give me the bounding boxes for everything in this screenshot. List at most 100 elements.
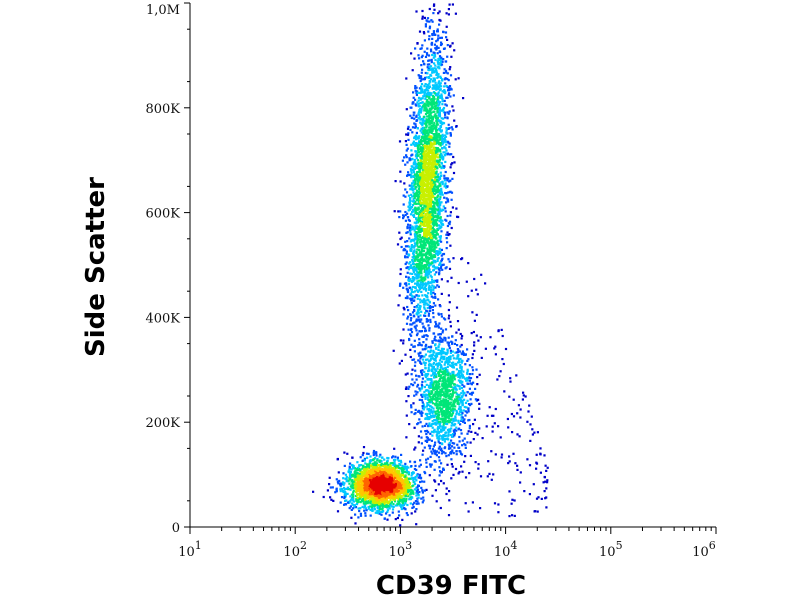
density-point bbox=[415, 236, 418, 239]
density-point bbox=[352, 495, 355, 498]
density-point bbox=[412, 268, 415, 271]
density-point bbox=[409, 261, 412, 264]
density-point bbox=[364, 512, 367, 515]
density-point bbox=[414, 89, 417, 92]
density-point bbox=[343, 495, 346, 498]
density-point bbox=[368, 460, 372, 463]
density-point bbox=[421, 124, 424, 127]
density-point bbox=[444, 113, 447, 116]
density-point bbox=[427, 30, 430, 33]
density-point bbox=[439, 250, 442, 253]
density-point bbox=[413, 467, 416, 471]
density-point bbox=[354, 472, 357, 475]
density-point bbox=[409, 313, 412, 316]
density-point bbox=[413, 501, 416, 504]
density-point bbox=[374, 463, 377, 467]
density-point bbox=[433, 135, 436, 138]
density-point bbox=[344, 499, 347, 502]
density-point bbox=[438, 273, 441, 276]
density-point bbox=[363, 497, 366, 500]
density-point bbox=[445, 60, 448, 63]
density-point bbox=[398, 514, 401, 517]
density-point bbox=[349, 495, 352, 498]
density-point bbox=[407, 125, 410, 128]
density-point bbox=[402, 306, 405, 309]
density-point bbox=[418, 284, 421, 287]
density-point bbox=[392, 467, 395, 470]
density-point bbox=[430, 243, 434, 246]
density-point bbox=[406, 266, 409, 269]
density-point bbox=[376, 482, 379, 485]
density-point bbox=[438, 247, 441, 250]
density-point bbox=[444, 135, 448, 138]
density-point bbox=[390, 501, 393, 504]
density-point bbox=[393, 210, 396, 213]
density-point bbox=[415, 202, 418, 205]
density-point bbox=[423, 270, 426, 273]
density-point bbox=[425, 87, 428, 91]
density-point bbox=[409, 213, 413, 216]
density-point bbox=[342, 490, 345, 493]
density-point bbox=[431, 71, 434, 74]
density-point bbox=[366, 464, 369, 467]
density-point bbox=[449, 214, 452, 217]
density-point bbox=[441, 133, 444, 136]
density-point bbox=[334, 491, 337, 494]
density-point bbox=[361, 505, 364, 508]
density-point bbox=[430, 212, 433, 215]
density-point bbox=[356, 494, 359, 497]
density-point bbox=[372, 453, 375, 457]
density-point bbox=[436, 52, 439, 55]
density-point bbox=[425, 130, 428, 133]
density-point bbox=[424, 229, 427, 232]
density-point bbox=[444, 207, 447, 210]
density-point bbox=[413, 244, 416, 247]
density-point bbox=[406, 245, 409, 248]
density-point bbox=[357, 483, 361, 486]
density-point bbox=[416, 297, 419, 300]
density-point bbox=[445, 186, 448, 189]
density-point bbox=[418, 210, 421, 213]
density-point bbox=[440, 162, 443, 165]
density-point bbox=[432, 77, 435, 80]
density-point bbox=[378, 474, 381, 477]
density-point bbox=[399, 268, 402, 271]
density-point bbox=[408, 280, 411, 283]
density-point bbox=[395, 477, 398, 480]
density-point bbox=[404, 475, 407, 478]
density-point bbox=[408, 237, 411, 240]
density-point bbox=[427, 132, 430, 135]
density-point bbox=[427, 202, 430, 205]
density-point bbox=[437, 215, 440, 218]
density-point bbox=[348, 474, 352, 477]
density-point bbox=[409, 498, 413, 501]
density-point bbox=[446, 224, 449, 228]
density-point bbox=[442, 106, 446, 110]
density-point bbox=[409, 240, 412, 243]
density-point bbox=[386, 491, 390, 494]
density-point bbox=[410, 52, 413, 55]
density-point bbox=[378, 490, 381, 493]
density-point bbox=[411, 285, 415, 289]
density-point bbox=[430, 58, 433, 61]
density-point bbox=[416, 90, 419, 93]
density-point bbox=[439, 217, 442, 220]
density-point bbox=[368, 461, 371, 465]
density-point bbox=[388, 514, 391, 517]
density-point bbox=[433, 253, 436, 257]
density-point bbox=[417, 229, 420, 232]
density-point bbox=[429, 122, 432, 125]
density-point bbox=[420, 78, 423, 81]
density-point bbox=[391, 468, 395, 471]
density-point bbox=[438, 235, 441, 238]
density-point bbox=[388, 474, 391, 477]
density-point bbox=[448, 92, 451, 95]
density-point bbox=[375, 468, 378, 472]
density-point bbox=[410, 290, 413, 293]
density-point bbox=[344, 473, 347, 476]
density-point bbox=[382, 463, 385, 466]
density-point bbox=[445, 131, 448, 134]
density-point bbox=[404, 387, 408, 390]
density-point bbox=[429, 241, 432, 244]
density-point bbox=[374, 492, 377, 495]
